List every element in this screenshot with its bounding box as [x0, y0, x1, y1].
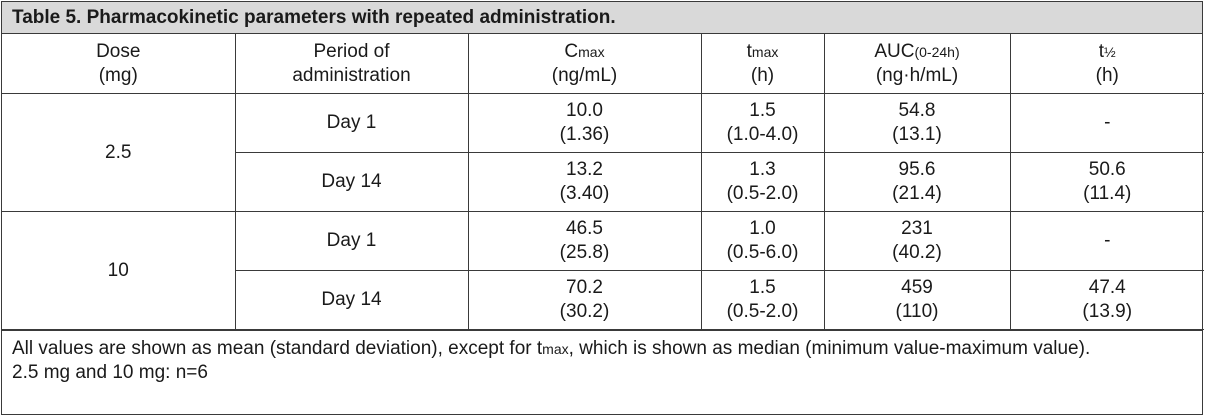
cmax-cell: 13.2 (3.40) [467, 152, 702, 212]
table-row: Day 14 13.2 (3.40) 1.3 (0.5-2.0) 95.6 (21.4… [2, 152, 1204, 212]
tmax-cell: 1.3 (0.5-2.0) [700, 152, 825, 212]
cmax-cell: 46.5 (25.8) [467, 211, 702, 271]
pk-table: Dose (mg) Period of administration Cmax … [2, 34, 1204, 330]
table-title: Table 5. Pharmacokinetic parameters with… [2, 2, 1202, 34]
tmax-cell: 1.5 (1.0-4.0) [700, 93, 825, 153]
table-row: 10 Day 1 46.5 (25.8) 1.0 (0.5-6.0) 231 (40.… [2, 211, 1204, 330]
table-row: 2.5 Day 1 10.0 (1.36) 1.5 (1.0-4.0) 54.8 (1… [2, 93, 1204, 212]
period-cell: Day 1 [234, 93, 469, 153]
header-row: Dose (mg) Period of administration Cmax … [2, 34, 1204, 94]
tmax-cell: 1.0 (0.5-6.0) [700, 211, 825, 271]
period-cell: Day 14 [235, 270, 469, 330]
table-row: Day 14 70.2 (30.2) 1.5 (0.5-2.0) 459 (110) … [2, 270, 1204, 330]
auc-cell: 231 (40.2) [823, 211, 1011, 271]
period-cell: Day 14 [235, 152, 469, 212]
footnote-n: 2.5 mg and 10 mg: n=6 [12, 362, 208, 383]
cmax-cell: 10.0 (1.36) [467, 93, 702, 153]
header-thalf: t½ (h) [1009, 34, 1204, 94]
header-tmax: tmax (h) [700, 34, 825, 94]
tmax-cell: 1.5 (0.5-2.0) [700, 270, 825, 330]
header-period: Period of administration [234, 34, 469, 94]
thalf-cell: 47.4 (13.9) [1009, 270, 1204, 330]
auc-cell: 95.6 (21.4) [823, 152, 1011, 212]
dose-cell: 10 [2, 211, 236, 330]
footnote-stats: All values are shown as mean (standard d… [12, 338, 1091, 359]
dose-cell: 2.5 [2, 93, 236, 212]
thalf-cell: - [1009, 211, 1204, 271]
header-auc: AUC(0-24h) (ng·h/mL) [823, 34, 1011, 94]
header-cmax: Cmax (ng/mL) [467, 34, 702, 94]
period-cell: Day 1 [234, 211, 469, 271]
cmax-cell: 70.2 (30.2) [467, 270, 702, 330]
auc-cell: 54.8 (13.1) [823, 93, 1011, 153]
header-dose: Dose (mg) [2, 34, 236, 94]
auc-cell: 459 (110) [823, 270, 1011, 330]
thalf-cell: 50.6 (11.4) [1009, 152, 1204, 212]
thalf-cell: - [1009, 93, 1204, 153]
table-footnote: All values are shown as mean (standard d… [2, 330, 1202, 385]
